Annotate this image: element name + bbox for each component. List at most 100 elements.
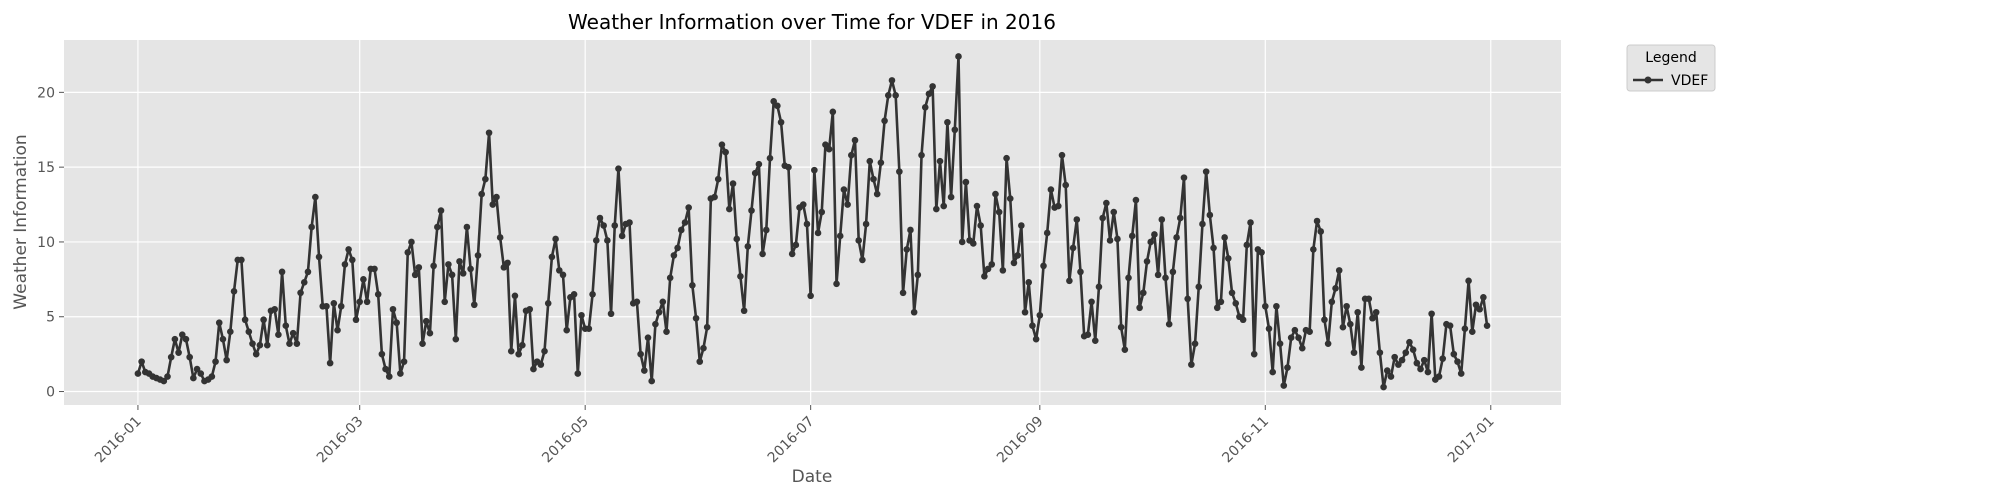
data-point (1435, 373, 1443, 380)
data-point (1420, 356, 1428, 364)
data-point (448, 271, 456, 279)
data-point (1439, 355, 1447, 362)
data-point (1406, 338, 1413, 346)
data-point (1140, 289, 1147, 297)
data-point (556, 267, 563, 274)
data-point (703, 323, 711, 331)
data-point (1128, 232, 1136, 240)
data-point (722, 148, 729, 156)
data-point (626, 219, 633, 226)
data-point (544, 299, 552, 307)
data-point (870, 175, 877, 183)
data-point (559, 271, 567, 279)
data-point (1073, 216, 1081, 223)
data-point (1232, 299, 1240, 307)
data-point (729, 180, 737, 187)
data-point (264, 341, 271, 349)
data-point (415, 264, 423, 271)
y-tick-label: 10 (37, 235, 55, 251)
data-point (877, 159, 885, 166)
y-tick-label: 0 (46, 385, 55, 401)
data-point (1465, 277, 1472, 285)
data-point (896, 168, 903, 175)
data-point (1428, 310, 1435, 318)
data-point (951, 126, 959, 134)
data-point (811, 166, 818, 174)
data-point (652, 320, 659, 328)
data-point (692, 314, 700, 322)
data-point (1417, 365, 1424, 373)
data-point (382, 365, 389, 373)
data-point (670, 252, 678, 259)
data-point (1199, 220, 1206, 228)
data-point (759, 250, 766, 258)
data-point (164, 373, 171, 380)
data-point (215, 319, 223, 327)
data-point (973, 202, 981, 210)
data-point (1483, 322, 1491, 330)
data-point (1188, 361, 1195, 368)
data-point (1014, 252, 1021, 259)
data-point (1006, 195, 1014, 202)
data-point (578, 311, 585, 319)
x-axis-label: Date (792, 467, 833, 487)
data-point (1184, 295, 1191, 303)
data-point (848, 151, 855, 159)
legend-entry-vdef: VDEF (1671, 73, 1708, 89)
data-point (230, 288, 238, 295)
data-point (918, 151, 925, 159)
data-point (992, 190, 999, 198)
data-point (604, 237, 611, 244)
data-point (245, 328, 253, 336)
data-point (892, 92, 899, 99)
data-point (1195, 283, 1203, 291)
data-point (1029, 322, 1036, 330)
data-point (836, 232, 844, 240)
data-point (1391, 353, 1398, 361)
data-point (592, 237, 600, 244)
data-point (456, 258, 463, 265)
data-point (400, 358, 408, 365)
data-point (1258, 249, 1265, 256)
data-point (178, 331, 186, 338)
data-point (884, 92, 892, 99)
data-point (774, 102, 781, 110)
data-point (859, 256, 866, 264)
data-point (323, 302, 330, 310)
data-point (637, 350, 644, 358)
data-point (515, 350, 522, 358)
data-point (256, 341, 264, 349)
data-point (1228, 289, 1236, 297)
legend-swatch-marker (1644, 76, 1652, 84)
data-point (404, 249, 412, 256)
data-point (1446, 322, 1454, 330)
data-point (689, 282, 696, 289)
data-point (212, 358, 219, 365)
data-point (241, 316, 249, 324)
data-point (360, 276, 367, 283)
data-point (833, 280, 840, 288)
data-point (1103, 199, 1110, 207)
data-point (1210, 244, 1217, 252)
data-point (1025, 279, 1033, 286)
data-point (914, 271, 922, 279)
data-point (677, 226, 685, 234)
data-point (1247, 219, 1254, 226)
data-point (437, 207, 445, 214)
chart-title: Weather Information over Time for VDEF i… (568, 10, 1056, 34)
data-point (337, 302, 345, 310)
data-point (363, 298, 371, 306)
data-point (1287, 334, 1295, 341)
data-point (1243, 241, 1251, 249)
data-point (648, 377, 656, 385)
data-point (748, 207, 755, 214)
data-point (1225, 255, 1232, 262)
data-point (278, 268, 286, 276)
data-point (1010, 259, 1018, 267)
data-point (219, 335, 227, 343)
series-vdef (134, 53, 1491, 391)
data-point (700, 344, 707, 352)
data-point (500, 264, 508, 271)
data-point (312, 193, 319, 201)
